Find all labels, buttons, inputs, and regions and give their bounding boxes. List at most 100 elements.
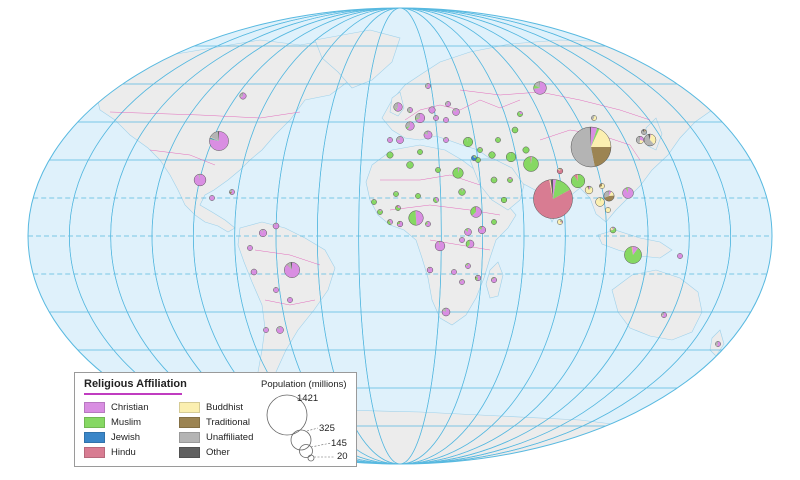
pie-slice [467,239,475,249]
pie-slice [533,179,573,219]
pie-outline [443,117,449,123]
pie-slice [591,118,594,121]
pie-outline [247,245,253,251]
pie-slice [441,307,451,317]
pie-slice [600,197,602,202]
pie-slice [609,229,613,231]
pie-slice [389,137,390,140]
pie-outline [715,341,721,347]
pie-slice [495,137,501,143]
pie-slice [261,229,263,233]
pie-slice [452,167,464,179]
pie-slice [395,206,401,211]
pie-ukraine [452,108,460,116]
pie-guinea [377,209,383,215]
scale-leader-325 [306,427,319,432]
pie-slice [522,146,530,154]
pie-slice [377,209,383,215]
pie-slice [250,268,258,276]
pie-slice [604,195,615,202]
pie-outline [425,83,431,89]
pie-outline [635,135,645,145]
pie-slice [475,275,478,278]
pie-slice [491,277,497,283]
pie-slice [425,222,428,225]
pie-slice [501,197,507,203]
pie-italy [423,130,433,140]
pie-slice [462,188,464,192]
pie-outline [272,222,280,230]
pie-slice [425,130,428,135]
pie-slice [591,127,598,147]
pie-myanmar [584,185,594,195]
pie-slice [380,209,382,212]
pie-outline [557,219,563,225]
pie-outline [464,228,472,236]
pie-slice [395,102,403,112]
pie-tanzania [465,239,475,249]
scale-circle-325 [290,429,312,451]
pie-slice [452,108,460,116]
pie-slice [453,108,456,112]
pie-outline [459,237,465,243]
pie-guatemala [209,195,215,201]
pie-india [533,179,573,219]
pie-slice [591,127,600,147]
pie-canada [239,92,247,100]
pie-slice [560,219,562,222]
pie-slice [374,199,375,202]
pie-slice [290,262,292,270]
pie-slice [393,191,399,197]
pie-slice [595,197,605,207]
traditional-swatch [179,417,200,428]
pie-outline [465,263,471,269]
pie-slice [571,127,595,167]
pie-kazakhstan [517,111,523,117]
pie-outline [474,274,482,282]
pie-slice [605,207,611,213]
pie-slice [239,92,243,97]
pie-slice [491,219,497,225]
pie-slice [394,107,398,110]
pie-slice [716,344,718,347]
pie-slice [594,115,595,118]
pie-slice [277,327,280,330]
pie-outline [622,187,634,199]
pie-bolivia [273,287,279,293]
pie-bangladesh [570,173,586,189]
pie-outline [434,240,446,252]
pie-slice [408,110,410,113]
pie-outline [488,151,496,159]
pie-slice [599,183,605,189]
pie-slice [478,226,482,230]
pie-slice [397,221,400,225]
pie-slice [523,156,539,172]
pie-slice [585,186,593,194]
pie-slice [475,278,478,281]
pie-slice [229,189,232,192]
pie-pakistan [523,156,539,172]
legend: Religious Affiliation Christian Muslim J… [74,372,357,467]
pie-cambodia [605,207,611,213]
pie-slice [239,96,243,97]
pie-outline [477,147,483,153]
pie-outline [570,173,586,189]
pie-slice [648,134,650,140]
pie-slice [639,140,644,144]
pie-outline [490,176,498,184]
pie-slice [194,174,206,186]
pie-outline [603,190,615,202]
pie-outline [452,108,460,116]
pie-slice [550,179,553,199]
pie-slice [625,187,628,193]
pie-slice [641,130,647,135]
pie-outline [209,131,229,151]
pie-outline [624,246,642,264]
pie-greece [443,137,449,143]
pie-chad [433,197,439,203]
border-russia [459,89,651,121]
pie-usa [209,131,229,151]
pie-slice [624,246,642,264]
pie-algeria [406,161,414,169]
pie-slice [557,219,563,225]
